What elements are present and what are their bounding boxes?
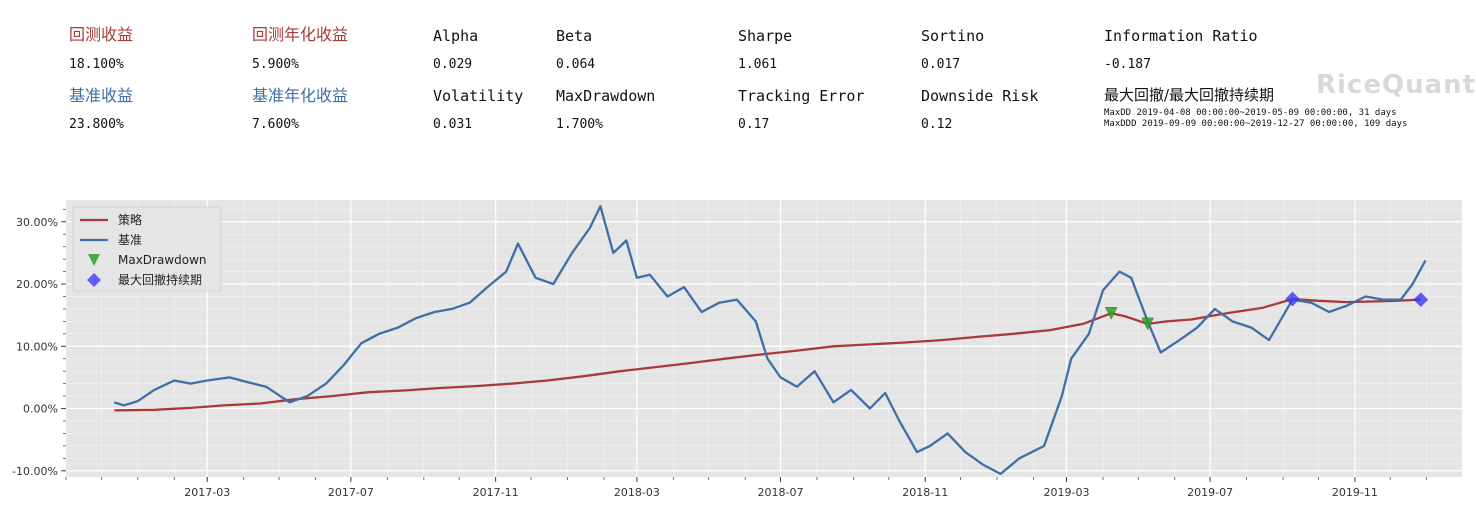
stat-label-backtest-return: 回测收益 xyxy=(69,25,134,44)
tick-label-y: -10.00% xyxy=(12,465,58,478)
tick-label-x: 2017-07 xyxy=(328,486,374,499)
x-axis: 2017-03 2017-07 2017-11 2018-03 2018-07 2018-… xyxy=(65,477,1428,499)
stat-label-alpha: Alpha xyxy=(433,27,479,45)
stat-value-beta: 0.064 xyxy=(556,57,596,72)
series-layer xyxy=(113,205,1427,476)
stat-label-annual-return: 回测年化收益 xyxy=(252,25,349,44)
stat-label-tracking-error: Tracking Error xyxy=(738,87,865,105)
ricequant-logo: RiceQuant xyxy=(1316,70,1476,100)
max-drawdown-duration-marker xyxy=(1413,292,1429,307)
maxdrawdown-marker xyxy=(1141,317,1155,331)
tick-label-y: 30.00% xyxy=(16,216,58,229)
stat-value-benchmark-return: 23.800% xyxy=(69,117,124,132)
stat-label-information-ratio: Information Ratio xyxy=(1104,27,1258,45)
legend-strategy-label: 策略 xyxy=(118,212,142,227)
stat-label-benchmark-return: 基准收益 xyxy=(69,86,134,105)
legend-max-drawdown-duration-label: 最大回撤持续期 xyxy=(118,272,202,287)
stat-value-annual-return: 5.900% xyxy=(252,57,299,72)
tick-label-y: 10.00% xyxy=(16,340,58,353)
benchmark-line xyxy=(113,205,1427,476)
tick-label-x: 2018-03 xyxy=(614,486,660,499)
max-drawdown-duration-marker xyxy=(1285,291,1300,307)
y-axis: -10.00% 0.00% 10.00% 20.00% 30.00% xyxy=(12,208,66,478)
tick-label-y: 20.00% xyxy=(16,278,58,291)
stat-value-sortino: 0.017 xyxy=(921,57,961,72)
tick-label-x: 2018-11 xyxy=(902,486,948,499)
tick-label-x: 2017-11 xyxy=(473,486,519,499)
maxdd-detail: MaxDD 2019-04-08 00:00:00~2019-05-09 00:… xyxy=(1104,108,1397,118)
stat-value-volatility: 0.031 xyxy=(433,117,473,132)
stat-value-benchmark-annual-return: 7.600% xyxy=(252,117,299,132)
stat-label-volatility: Volatility xyxy=(433,87,524,105)
stat-label-max-drawdown-duration: 最大回撤/最大回撤持续期 xyxy=(1104,86,1275,104)
tick-label-x: 2019-03 xyxy=(1044,486,1090,499)
stat-label-benchmark-annual-return: 基准年化收益 xyxy=(252,86,349,105)
stat-value-maxdrawdown: 1.700% xyxy=(556,117,603,132)
stat-value-backtest-return: 18.100% xyxy=(69,57,124,72)
maxdrawdown-marker xyxy=(1104,307,1118,320)
tick-label-x: 2019-11 xyxy=(1332,486,1378,499)
stat-value-information-ratio: -0.187 xyxy=(1104,57,1151,72)
legend-maxdrawdown-label: MaxDrawdown xyxy=(118,253,207,267)
tick-label-y: 0.00% xyxy=(23,403,58,416)
legend-box xyxy=(72,206,222,292)
legend-maxdrawdown-swatch xyxy=(88,254,100,266)
legend-benchmark-label: 基准 xyxy=(118,233,142,247)
tick-label-x: 2018-07 xyxy=(757,486,803,499)
stat-value-tracking-error: 0.17 xyxy=(738,117,770,132)
tick-label-x: 2017-03 xyxy=(184,486,230,499)
strategy-line xyxy=(114,297,1421,412)
tick-label-x: 2019-07 xyxy=(1187,486,1233,499)
stat-label-downside-risk: Downside Risk xyxy=(921,87,1039,105)
stat-label-sortino: Sortino xyxy=(921,27,985,45)
plot-background xyxy=(66,200,1462,477)
stat-value-downside-risk: 0.12 xyxy=(921,117,953,132)
stat-label-maxdrawdown: MaxDrawdown xyxy=(556,87,656,105)
stat-value-alpha: 0.029 xyxy=(433,57,473,72)
maxddd-detail: MaxDDD 2019-09-09 00:00:00~2019-12-27 00… xyxy=(1104,119,1408,129)
grid xyxy=(65,200,1462,477)
stat-label-beta: Beta xyxy=(556,27,593,45)
legend-max-drawdown-duration-swatch xyxy=(87,273,101,287)
stat-value-sharpe: 1.061 xyxy=(738,57,778,72)
stat-label-sharpe: Sharpe xyxy=(738,27,793,45)
markers-layer xyxy=(1104,291,1429,331)
